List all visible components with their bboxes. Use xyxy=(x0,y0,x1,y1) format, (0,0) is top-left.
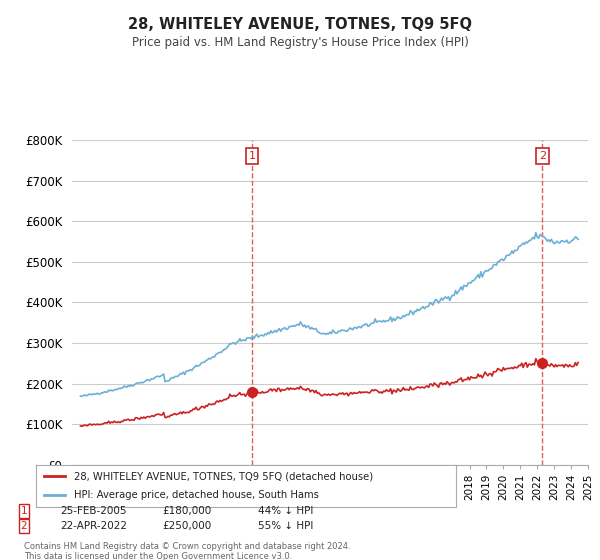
Text: Contains HM Land Registry data © Crown copyright and database right 2024.
This d: Contains HM Land Registry data © Crown c… xyxy=(24,542,350,560)
Text: 44% ↓ HPI: 44% ↓ HPI xyxy=(258,506,313,516)
Text: £180,000: £180,000 xyxy=(162,506,211,516)
Text: Price paid vs. HM Land Registry's House Price Index (HPI): Price paid vs. HM Land Registry's House … xyxy=(131,36,469,49)
Text: 28, WHITELEY AVENUE, TOTNES, TQ9 5FQ (detached house): 28, WHITELEY AVENUE, TOTNES, TQ9 5FQ (de… xyxy=(74,471,373,481)
Text: 25-FEB-2005: 25-FEB-2005 xyxy=(60,506,127,516)
Text: 28, WHITELEY AVENUE, TOTNES, TQ9 5FQ: 28, WHITELEY AVENUE, TOTNES, TQ9 5FQ xyxy=(128,17,472,32)
Text: £250,000: £250,000 xyxy=(162,521,211,531)
Text: HPI: Average price, detached house, South Hams: HPI: Average price, detached house, Sout… xyxy=(74,491,319,501)
Text: 2: 2 xyxy=(20,521,28,531)
Text: 1: 1 xyxy=(248,151,256,161)
Text: 2: 2 xyxy=(539,151,546,161)
Text: 55% ↓ HPI: 55% ↓ HPI xyxy=(258,521,313,531)
Text: 1: 1 xyxy=(20,506,28,516)
Text: 22-APR-2022: 22-APR-2022 xyxy=(60,521,127,531)
